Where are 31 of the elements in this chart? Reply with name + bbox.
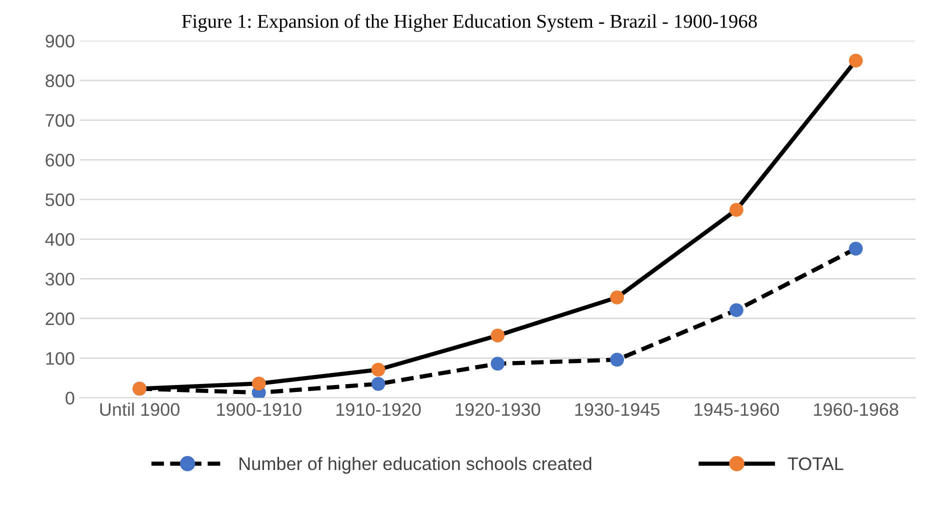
- y-tick-label: 100: [46, 352, 74, 365]
- y-tick-label: 0: [66, 392, 74, 405]
- point: [371, 376, 386, 391]
- point: [848, 54, 863, 68]
- y-tick-label: 300: [46, 272, 74, 286]
- point: [730, 303, 744, 318]
- y-tick-label: 400: [45, 233, 74, 246]
- y-tick-label: 900: [46, 34, 74, 48]
- y-tick-label: 200: [46, 312, 74, 326]
- legend-label: TOTAL: [788, 457, 844, 470]
- y-tick-label: 800: [46, 74, 74, 88]
- x-tick-label: 1945-1960: [694, 403, 779, 416]
- y-tick-label: 600: [46, 154, 74, 167]
- chart-title: Figure 1: Expansion of the Higher Education System - Brazil - 1900-1968: [182, 14, 757, 32]
- point: [371, 362, 386, 377]
- y-tick-label: 500: [46, 193, 74, 206]
- x-tick-label: 1960-1968: [814, 403, 898, 416]
- x-tick-label: 1930-1945: [575, 403, 660, 416]
- y-tick-label: 700: [46, 114, 74, 127]
- x-tick-label: 1910-1920: [336, 403, 421, 416]
- point: [848, 242, 863, 256]
- point: [252, 376, 266, 390]
- legend-label: Number of higher education schools created: [240, 456, 592, 474]
- x-tick-label: 1900-1910: [217, 403, 302, 416]
- point: [730, 202, 744, 217]
- x-tick-label: 1920-1930: [456, 403, 540, 416]
- point: [610, 290, 624, 304]
- point: [610, 352, 624, 367]
- point: [490, 356, 505, 371]
- point: [490, 328, 505, 342]
- x-tick-label: Until 1900: [100, 402, 180, 416]
